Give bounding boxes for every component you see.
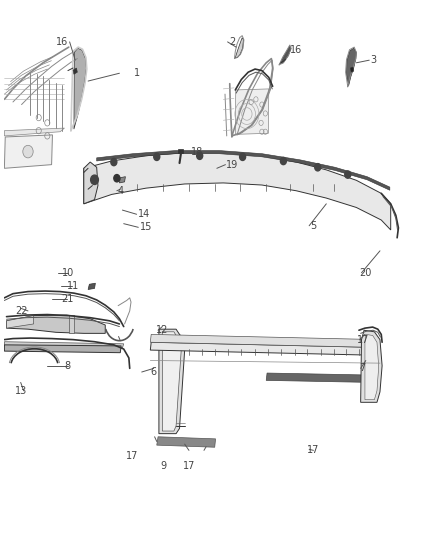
Polygon shape <box>97 150 390 190</box>
Text: 4: 4 <box>117 186 124 196</box>
Text: 16: 16 <box>290 45 302 55</box>
Text: 6: 6 <box>151 367 157 377</box>
Circle shape <box>114 175 120 182</box>
Circle shape <box>280 157 286 165</box>
Polygon shape <box>74 48 86 129</box>
Text: 10: 10 <box>62 268 74 278</box>
Circle shape <box>240 153 246 160</box>
Text: 3: 3 <box>371 55 377 65</box>
Polygon shape <box>159 329 185 434</box>
Circle shape <box>23 146 33 158</box>
Text: 17: 17 <box>183 461 195 471</box>
Polygon shape <box>84 162 98 204</box>
Text: 12: 12 <box>156 325 169 335</box>
Polygon shape <box>88 283 95 289</box>
Circle shape <box>91 175 99 184</box>
Text: 21: 21 <box>62 294 74 304</box>
Polygon shape <box>162 332 181 431</box>
Text: 20: 20 <box>359 268 371 278</box>
Polygon shape <box>150 342 380 356</box>
Polygon shape <box>178 149 183 152</box>
Polygon shape <box>365 334 379 400</box>
Polygon shape <box>7 315 105 333</box>
Polygon shape <box>73 68 78 74</box>
Circle shape <box>197 152 203 159</box>
Text: 1: 1 <box>134 68 141 78</box>
Polygon shape <box>350 67 354 72</box>
Circle shape <box>154 153 160 160</box>
Circle shape <box>345 171 351 178</box>
Text: 17: 17 <box>307 446 320 455</box>
Text: 17: 17 <box>357 335 369 345</box>
Polygon shape <box>235 89 269 134</box>
Circle shape <box>315 164 321 171</box>
Polygon shape <box>235 38 244 58</box>
Text: 5: 5 <box>310 221 317 231</box>
Text: 2: 2 <box>229 37 235 47</box>
Polygon shape <box>4 342 124 348</box>
Polygon shape <box>7 316 34 328</box>
Polygon shape <box>346 48 357 86</box>
Polygon shape <box>150 334 379 348</box>
Polygon shape <box>4 135 53 168</box>
Polygon shape <box>157 437 215 447</box>
Text: 15: 15 <box>140 222 152 232</box>
Text: 9: 9 <box>160 461 166 471</box>
Polygon shape <box>266 373 374 383</box>
Text: 17: 17 <box>126 450 138 461</box>
Polygon shape <box>4 345 121 353</box>
Polygon shape <box>120 176 125 183</box>
Polygon shape <box>69 314 74 333</box>
Text: 11: 11 <box>67 281 79 291</box>
Text: 19: 19 <box>226 160 238 169</box>
Text: 14: 14 <box>138 209 150 219</box>
Text: 22: 22 <box>15 306 28 316</box>
Circle shape <box>111 158 117 166</box>
Text: 16: 16 <box>56 37 68 47</box>
Text: 8: 8 <box>65 361 71 371</box>
Text: 18: 18 <box>191 147 203 157</box>
Polygon shape <box>360 330 382 402</box>
Polygon shape <box>4 128 64 136</box>
Polygon shape <box>279 45 291 64</box>
Polygon shape <box>84 152 391 230</box>
Text: 7: 7 <box>360 364 366 373</box>
Text: 13: 13 <box>15 386 28 396</box>
